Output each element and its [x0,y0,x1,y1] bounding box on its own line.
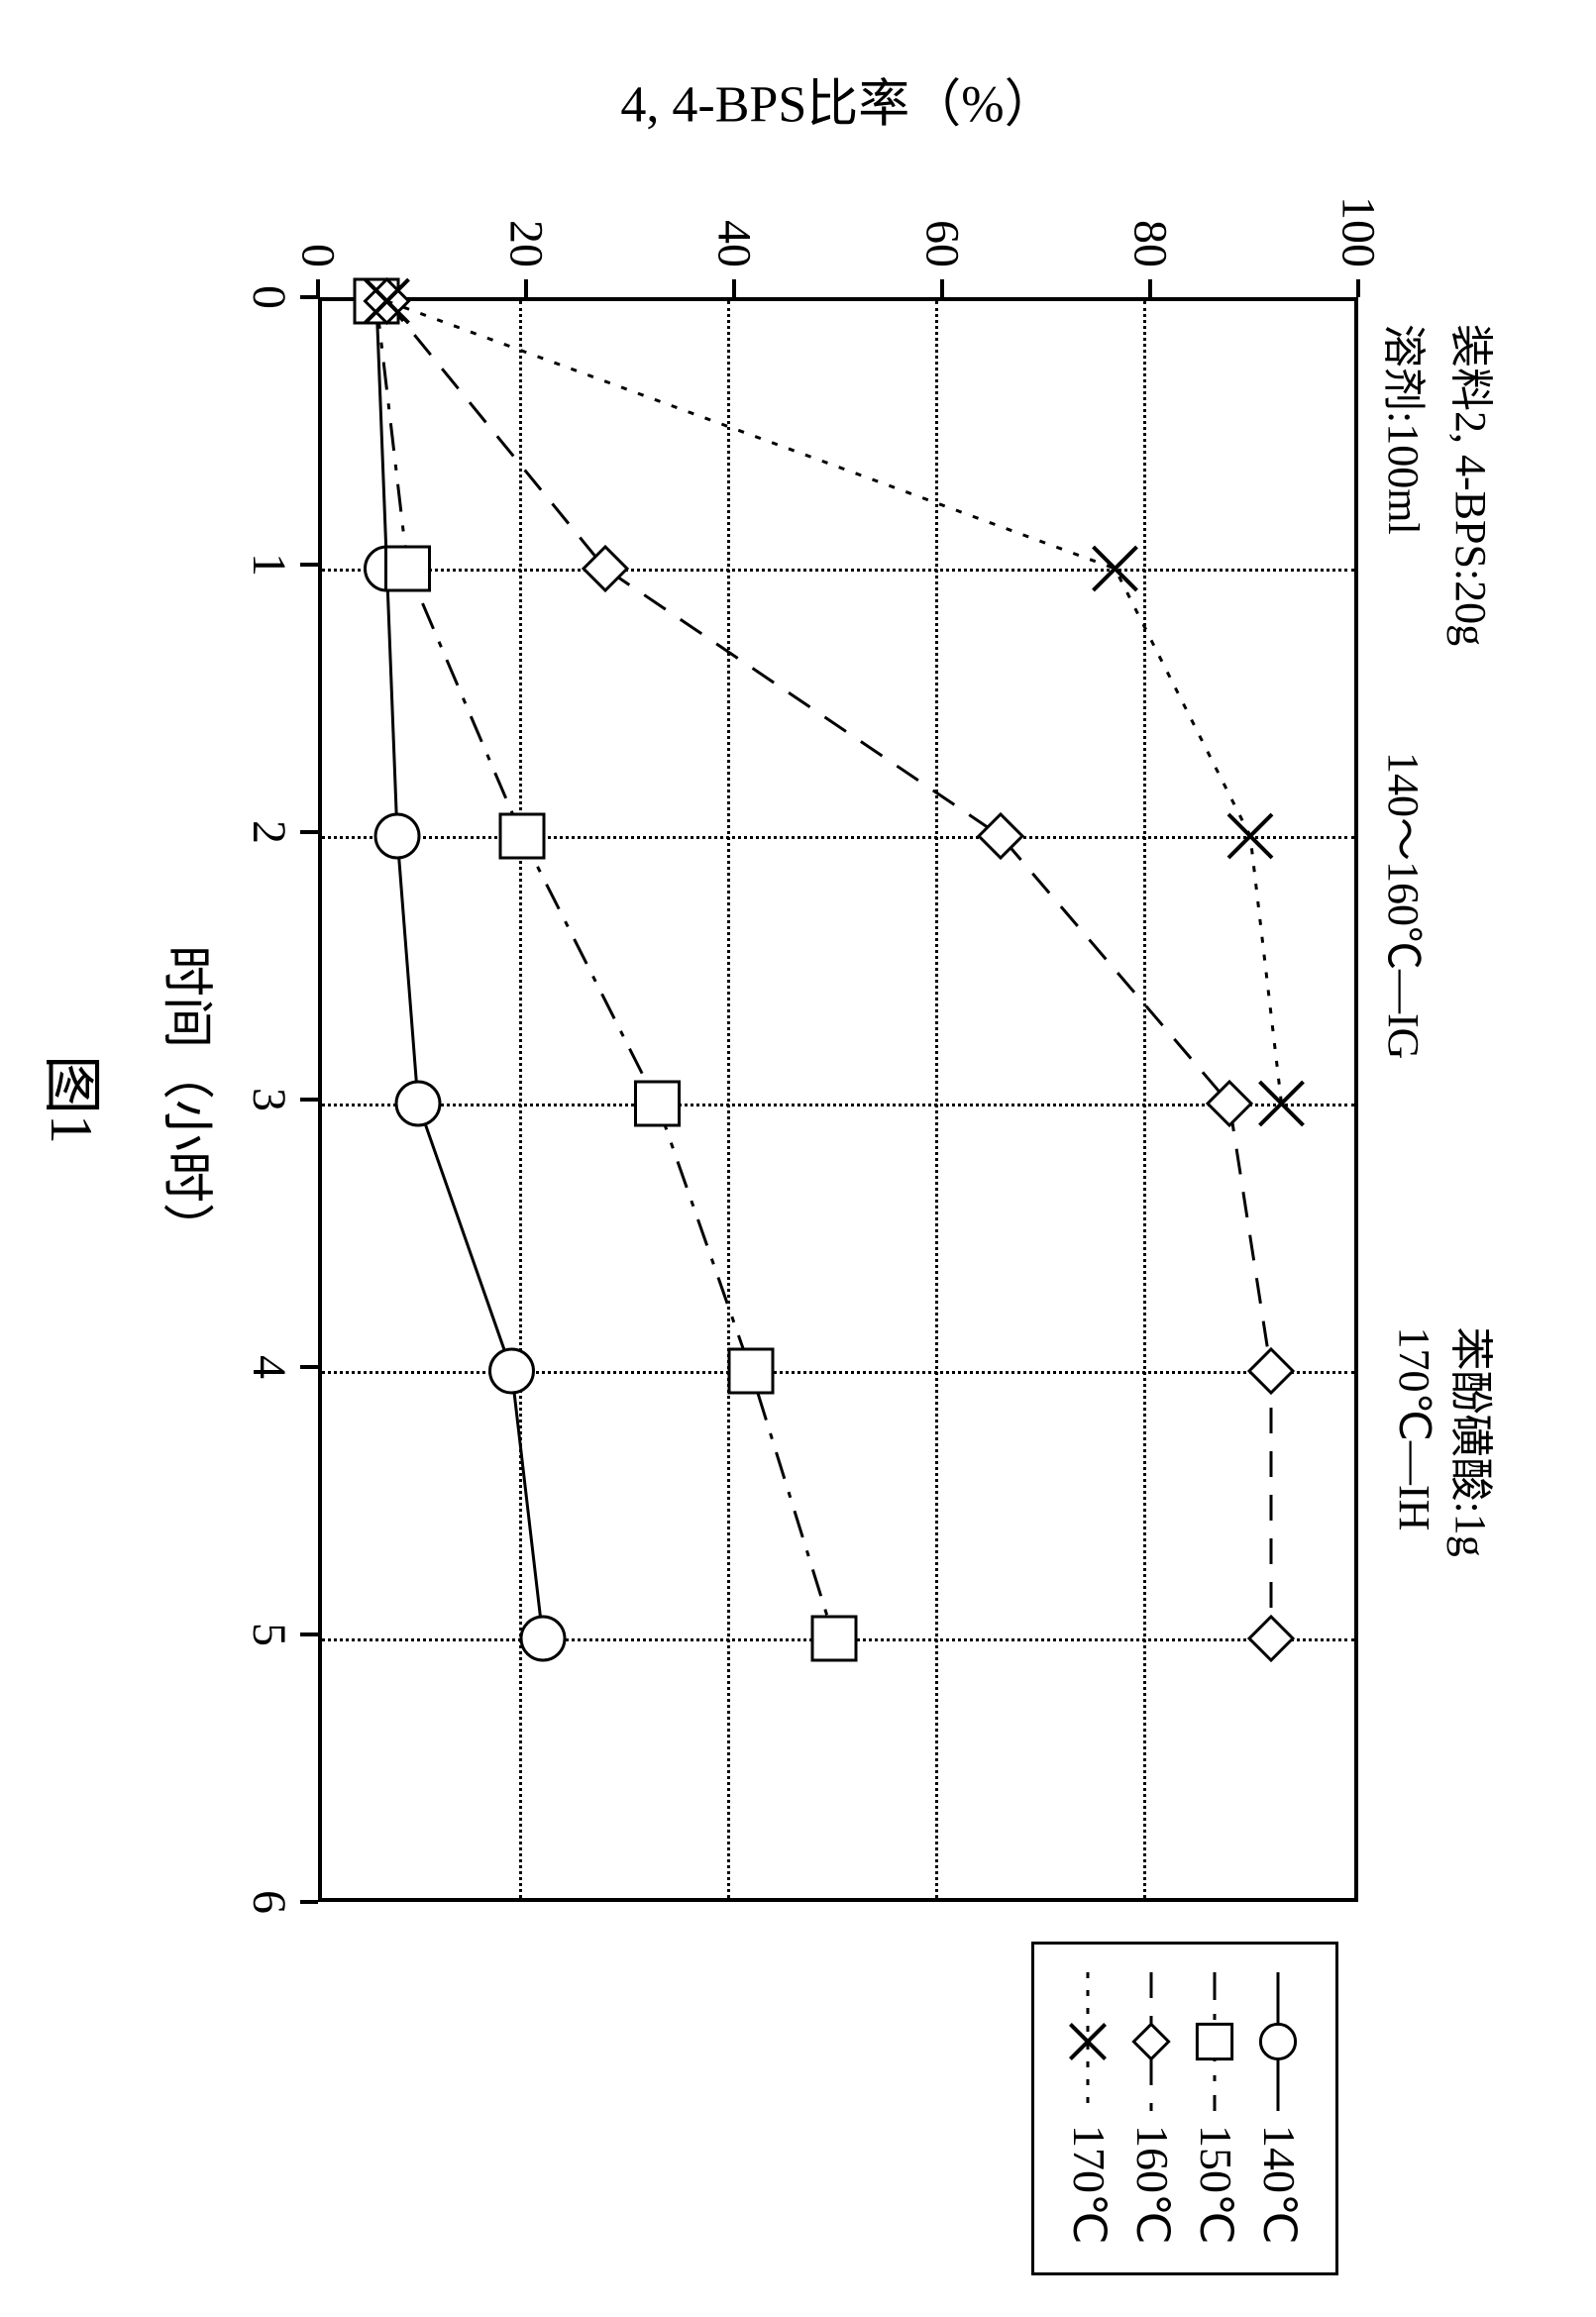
y-tick-label: 80 [1123,168,1178,267]
x-tick-label: 2 [242,820,296,844]
legend-label: 160℃ [1126,2125,1180,2245]
marker-circle [396,1082,440,1125]
x-tick [300,1365,318,1369]
chart-annotation: 装料2, 4-BPS:20g [1443,324,1507,646]
legend: 140℃150℃160℃170℃ [1031,1942,1338,2275]
marker-diamond [1249,1349,1293,1393]
chart-annotation: 140～160℃—IG [1376,752,1439,1059]
x-tick-label: 5 [242,1623,296,1646]
y-tick [1148,279,1152,297]
x-tick [300,1900,318,1904]
chart-annotation: 溶剂:100ml [1376,324,1439,535]
marker-square [500,814,544,858]
y-tick-label: 0 [291,168,346,267]
y-tick [1356,279,1360,297]
x-tick [300,1632,318,1636]
x-tick [300,1098,318,1102]
marker-x [1094,547,1137,590]
marker-square [1197,2024,1231,2058]
marker-diamond [1249,1617,1293,1660]
x-tick [300,563,318,567]
legend-swatch [1197,1972,1236,2111]
marker-circle [1260,2024,1295,2058]
x-tick-label: 6 [242,1890,296,1914]
y-tick [316,279,320,297]
legend-swatch [1133,1972,1173,2111]
y-tick [940,279,944,297]
y-axis-label: 4, 4-BPS比率（%） [620,62,1055,137]
y-tick-label: 40 [707,168,762,267]
figure-label: 图1 [34,1055,120,1144]
legend-swatch [1260,1972,1300,2111]
series-line [376,301,543,1638]
x-tick-label: 3 [242,1088,296,1111]
series-line [376,301,834,1638]
marker-x [1260,1082,1304,1125]
y-tick [524,279,528,297]
x-tick-label: 1 [242,553,296,577]
legend-label: 150℃ [1190,2125,1243,2245]
chart-annotation: 苯酚磺酸:1g [1443,1327,1507,1557]
legend-item: 160℃ [1121,1972,1185,2245]
series-svg [322,301,1354,1898]
y-tick-label: 20 [499,168,554,267]
marker-square [812,1617,856,1660]
x-axis-label: 时间（小时） [155,945,229,1254]
marker-circle [490,1349,534,1393]
legend-item: 150℃ [1185,1972,1248,2245]
y-tick-label: 60 [915,168,970,267]
y-tick [732,279,736,297]
marker-circle [375,814,419,858]
x-tick [300,830,318,834]
marker-square [636,1082,680,1125]
legend-item: 170℃ [1058,1972,1121,2245]
series-line [387,301,1282,1104]
chart-annotation: 170℃—IH [1389,1327,1439,1531]
marker-diamond [1133,2024,1168,2058]
legend-swatch [1070,1972,1110,2111]
marker-diamond [584,547,627,590]
x-tick-label: 0 [242,285,296,309]
marker-diamond [979,814,1022,858]
legend-label: 170℃ [1063,2125,1117,2245]
legend-label: 140℃ [1253,2125,1307,2245]
plot-area [318,297,1358,1902]
legend-item: 140℃ [1248,1972,1312,2245]
marker-square [729,1349,773,1393]
marker-square [386,547,430,590]
marker-diamond [1208,1082,1251,1125]
y-tick-label: 100 [1331,168,1386,267]
marker-circle [521,1617,565,1660]
x-tick-label: 4 [242,1355,296,1379]
marker-x [1228,814,1272,858]
